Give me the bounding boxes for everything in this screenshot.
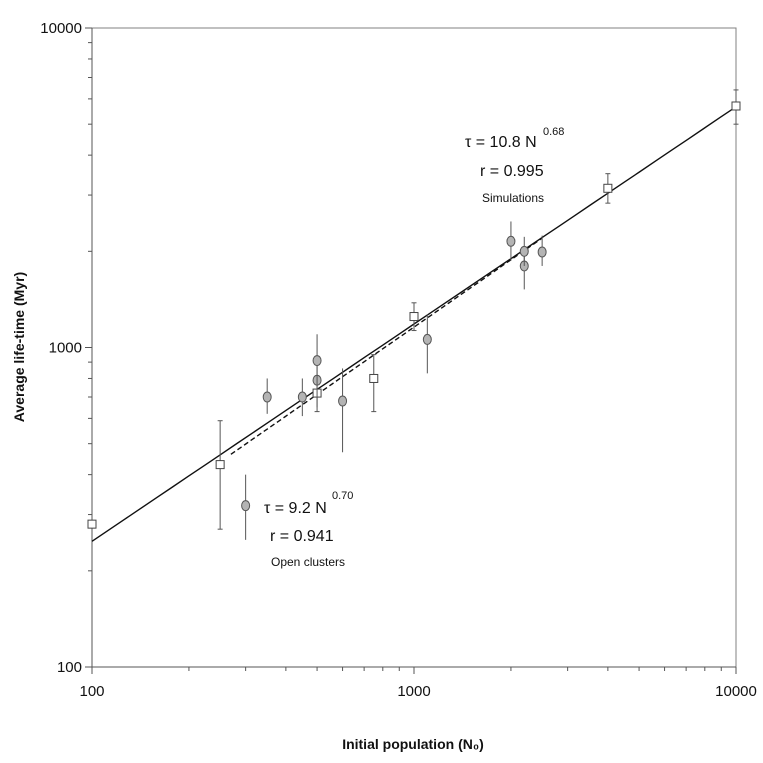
open-cluster-point — [297, 391, 307, 403]
simulation-point — [731, 101, 741, 111]
simulation-point — [603, 183, 613, 193]
y-tick-label: 1000 — [49, 340, 82, 357]
x-tick-label: 1000 — [397, 683, 430, 700]
open-clusters-fit-line — [230, 237, 543, 455]
plot-area: 100 1000 10000 100 1000 10000 — [40, 20, 757, 700]
open-cluster-point — [338, 395, 348, 407]
simulation-point — [215, 460, 225, 470]
open-cluster-point — [537, 246, 547, 258]
simulations-annotation: τ = 10.8 N 0.68 r = 0.995 Simulations — [465, 126, 564, 205]
open-clusters-correlation: r = 0.941 — [270, 528, 334, 545]
simulations-fit-equation: τ = 10.8 N — [465, 134, 537, 151]
simulation-point — [369, 373, 379, 383]
simulations-correlation: r = 0.995 — [480, 163, 544, 180]
open-clusters-annotation: τ = 9.2 N 0.70 r = 0.941 Open clusters — [264, 490, 353, 569]
y-tick-label: 100 — [57, 659, 82, 676]
open-cluster-point — [312, 355, 322, 367]
simulation-point — [409, 312, 419, 322]
y-tick-label: 10000 — [40, 20, 82, 37]
open-cluster-point — [241, 500, 251, 512]
open-clusters-label: Open clusters — [271, 555, 345, 569]
open-cluster-point — [422, 333, 432, 345]
x-axis-title: Initial population (N₀) — [342, 736, 484, 752]
y-axis-title: Average life-time (Myr) — [11, 272, 27, 422]
open-clusters-fit-equation: τ = 9.2 N — [264, 500, 327, 517]
simulations-fit-exponent: 0.68 — [543, 126, 564, 138]
x-tick-label: 10000 — [715, 683, 757, 700]
open-clusters-fit-exponent: 0.70 — [332, 490, 353, 502]
open-cluster-point — [506, 235, 516, 247]
open-cluster-point — [519, 245, 529, 257]
simulation-point — [87, 519, 97, 529]
x-tick-label: 100 — [79, 683, 104, 700]
open-cluster-point — [262, 391, 272, 403]
simulations-label: Simulations — [482, 191, 544, 205]
plot-frame — [91, 27, 737, 668]
